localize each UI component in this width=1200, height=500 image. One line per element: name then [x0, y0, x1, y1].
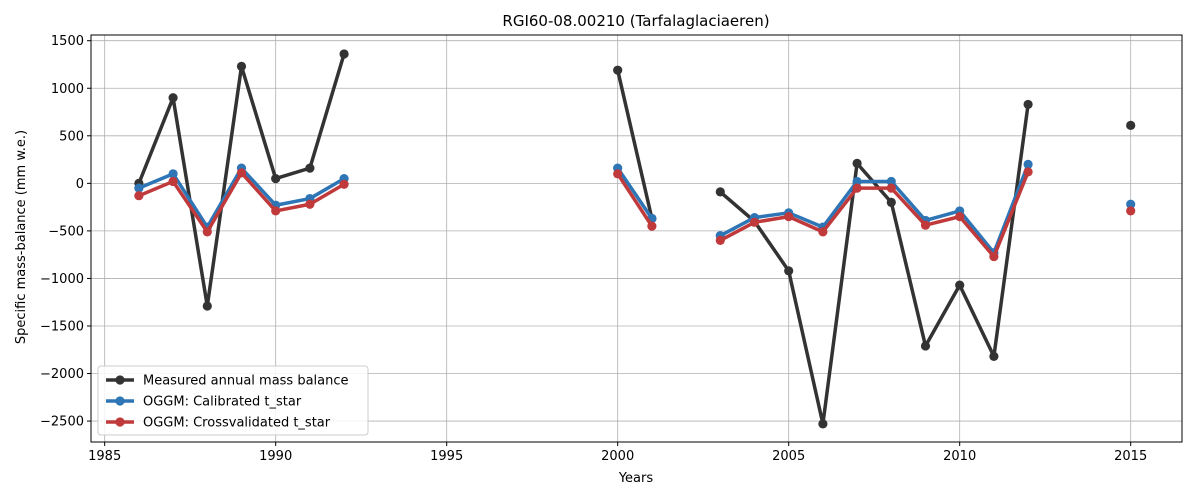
chart-title: RGI60-08.00210 (Tarfalaglaciaeren): [502, 12, 769, 30]
y-tick-label: 1000: [51, 82, 84, 97]
y-tick-label: −2000: [40, 367, 84, 382]
series-line: [616, 167, 654, 220]
legend-label: OGGM: Crossvalidated t_star: [143, 416, 331, 431]
y-tick-label: 1500: [51, 34, 84, 49]
data-point: [236, 168, 247, 178]
data-point: [1023, 167, 1033, 177]
data-point: [818, 419, 828, 429]
x-tick-label: 2005: [772, 449, 805, 464]
y-tick-label: −1500: [40, 319, 84, 334]
x-tick-label: 2010: [943, 449, 976, 464]
legend-label: Measured annual mass balance: [143, 374, 349, 389]
data-point: [852, 183, 862, 193]
x-tick-label: 1995: [430, 449, 463, 464]
data-point: [715, 235, 725, 246]
data-point: [955, 280, 965, 290]
x-tick-label: 2015: [1114, 449, 1147, 464]
data-point: [920, 341, 931, 351]
data-point: [236, 61, 247, 71]
data-point: [168, 93, 178, 103]
legend-swatch-marker: [115, 375, 125, 385]
data-point: [920, 220, 931, 230]
ticks: 1985 1990 1995 2000 2005 2010 2015 −2500 −2000 −1…: [40, 34, 1147, 464]
legend-swatch-marker: [115, 417, 125, 427]
series-3: [134, 167, 1136, 262]
data-point: [749, 217, 760, 227]
data-point: [1126, 120, 1136, 130]
data-point: [613, 169, 623, 179]
x-tick-label: 1990: [259, 449, 292, 464]
legend-box: [97, 365, 369, 436]
y-tick-label: 500: [59, 129, 84, 144]
x-tick-label: 1985: [88, 449, 121, 464]
data-point: [271, 206, 281, 216]
data-point: [1023, 99, 1033, 110]
data-point: [1126, 199, 1136, 209]
data-point: [339, 179, 349, 189]
data-point: [647, 221, 657, 231]
data-point: [886, 197, 896, 207]
data-point: [1126, 206, 1136, 216]
data-point: [818, 227, 828, 237]
series-line: [719, 163, 1030, 255]
data-point: [1023, 159, 1033, 169]
data-point: [613, 65, 623, 75]
data-point: [134, 191, 144, 201]
data-point: [989, 251, 999, 262]
data-point: [305, 163, 315, 173]
data-point: [339, 49, 349, 59]
legend-swatch-marker: [115, 396, 125, 406]
x-axis-title: Years: [618, 471, 654, 486]
y-tick-label: −2500: [40, 415, 84, 430]
data-point: [852, 158, 862, 168]
x-tick-label: 2000: [601, 449, 634, 464]
y-tick-label: −1000: [40, 272, 84, 287]
data-point: [955, 212, 965, 222]
legend-label: OGGM: Calibrated t_star: [143, 395, 302, 410]
data-point: [715, 187, 725, 197]
series-line: [719, 171, 1030, 259]
data-point: [852, 176, 862, 187]
data-point: [168, 169, 178, 179]
series-line: [615, 69, 654, 219]
data-point: [886, 183, 896, 193]
data-point: [168, 176, 178, 187]
data-point: [202, 301, 212, 311]
data-point: [202, 227, 212, 237]
data-point: [784, 266, 794, 276]
data-point: [305, 199, 315, 209]
plot-frame: [90, 34, 1183, 443]
series-layer: [134, 49, 1136, 429]
data-point: [886, 176, 896, 187]
data-point: [134, 183, 144, 193]
data-point: [784, 212, 794, 222]
data-point: [989, 351, 999, 362]
y-axis-title: Specific mass-balance (mm w.e.): [14, 130, 29, 344]
y-tick-label: −500: [48, 224, 84, 239]
legend: Measured annual mass balance OGGM: Calibr…: [97, 365, 369, 436]
series-line: [616, 172, 654, 228]
data-point: [271, 173, 281, 184]
y-tick-label: 0: [76, 177, 84, 192]
